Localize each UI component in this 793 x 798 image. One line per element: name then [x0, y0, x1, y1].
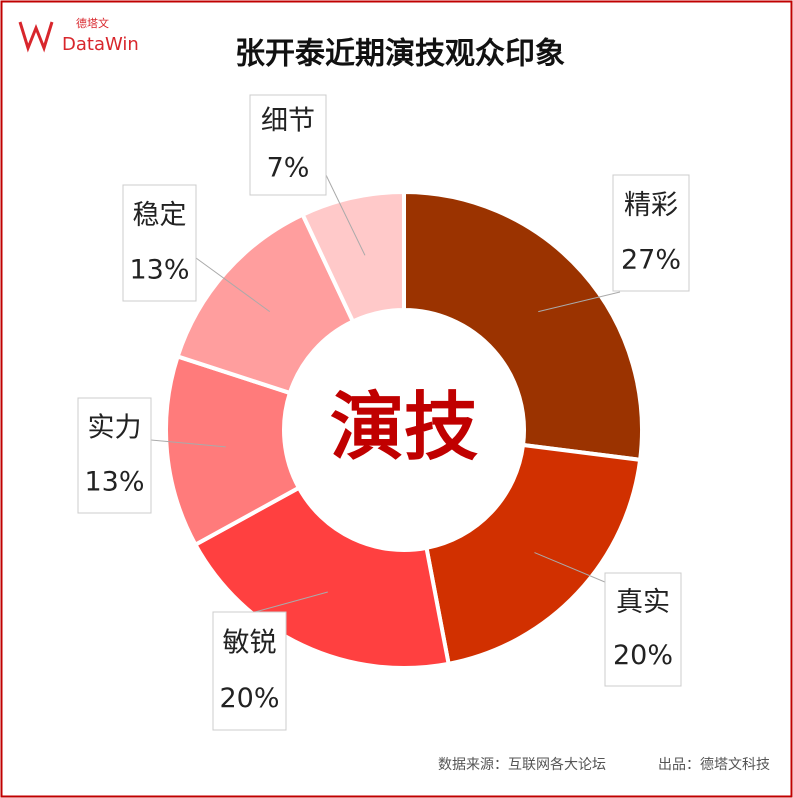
category-label: 敏锐 [223, 627, 277, 658]
label-box [604, 572, 682, 687]
leader-line [254, 591, 328, 613]
value-label: 20% [613, 640, 673, 671]
center-label: 演技 [330, 385, 478, 471]
label-box [612, 174, 690, 292]
leader-line [325, 174, 366, 256]
leader-line [150, 439, 226, 448]
leader-line [195, 257, 271, 313]
value-label: 13% [129, 254, 189, 285]
label-box [249, 94, 327, 196]
category-label: 精彩 [624, 190, 678, 221]
category-label: 真实 [616, 587, 670, 618]
producer: 出品：德塔文科技 [658, 757, 770, 773]
source: 数据来源：互联网各大论坛 [438, 757, 606, 773]
label-box [122, 184, 197, 302]
chart-title: 张开泰近期演技观众印象 [235, 37, 565, 72]
logo-cn: 德塔文 [76, 16, 109, 30]
slice [175, 211, 356, 396]
value-label: 13% [84, 467, 144, 498]
slices [164, 189, 644, 670]
value-label: 20% [219, 683, 279, 714]
category-label: 稳定 [133, 200, 187, 231]
category-label: 实力 [88, 413, 142, 444]
label-box [212, 611, 287, 731]
logo-icon [18, 21, 54, 53]
value-label: 7% [267, 153, 310, 184]
slice [192, 485, 451, 670]
label-box [77, 397, 152, 514]
category-label: 细节 [261, 106, 315, 137]
value-label: 27% [621, 244, 681, 275]
slice [164, 353, 302, 548]
leader-line [534, 552, 613, 586]
slice [402, 189, 644, 463]
slice [300, 189, 406, 325]
leader-line [538, 291, 621, 313]
slice [424, 442, 643, 667]
logo-en: DataWin [62, 34, 139, 55]
